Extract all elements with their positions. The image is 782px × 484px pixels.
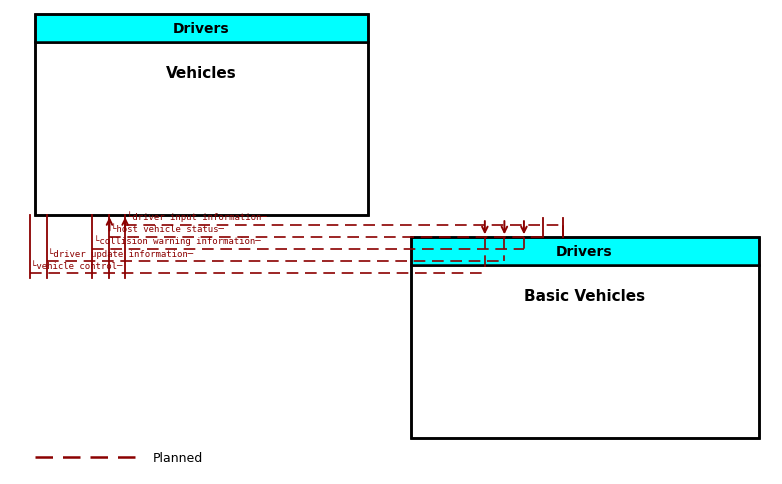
Text: └collision warning information─: └collision warning information─	[94, 235, 260, 246]
Bar	[411, 237, 759, 438]
Bar	[35, 15, 368, 215]
Bar	[411, 265, 759, 438]
Text: └host vehicle status─: └host vehicle status─	[111, 225, 224, 234]
Bar	[35, 43, 368, 215]
Text: Drivers: Drivers	[173, 22, 230, 35]
Text: └driver update information─: └driver update information─	[48, 247, 194, 258]
Text: Drivers: Drivers	[556, 244, 613, 258]
Bar	[35, 15, 368, 43]
Bar	[411, 237, 759, 265]
Text: Planned: Planned	[152, 451, 203, 464]
Text: └driver input information─: └driver input information─	[127, 211, 267, 222]
Text: Basic Vehicles: Basic Vehicles	[524, 289, 645, 304]
Text: Vehicles: Vehicles	[166, 66, 237, 81]
Text: └vehicle control─: └vehicle control─	[31, 261, 123, 270]
